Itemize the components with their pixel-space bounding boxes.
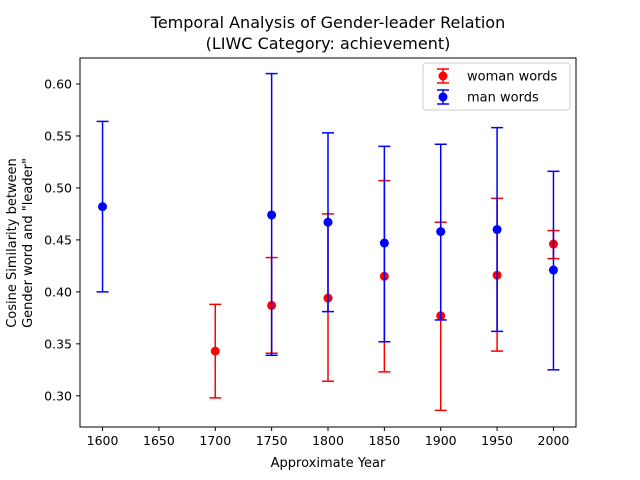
legend: woman words man words <box>422 62 571 111</box>
x-tick-label: 1950 <box>481 433 513 448</box>
chart-title: Temporal Analysis of Gender-leader Relat… <box>150 13 505 32</box>
data-point <box>210 346 220 356</box>
x-tick-label: 1800 <box>312 433 344 448</box>
legend-label: woman words <box>467 70 558 85</box>
legend-marker-dot <box>438 92 448 102</box>
series-man-words <box>96 72 560 371</box>
legend-label: man words <box>467 91 539 106</box>
x-tick-label: 2000 <box>538 433 570 448</box>
data-point <box>323 217 333 227</box>
chart-subtitle: (LIWC Category: achievement) <box>206 34 451 53</box>
data-point <box>98 202 108 212</box>
x-tick-label: 1650 <box>143 433 175 448</box>
data-point <box>267 210 277 220</box>
y-tick-label: 0.35 <box>44 336 72 351</box>
x-tick-label: 1850 <box>368 433 400 448</box>
data-point <box>492 225 502 235</box>
legend-marker-dot <box>438 71 448 81</box>
legend-box <box>422 62 571 111</box>
x-tick-label: 1700 <box>199 433 231 448</box>
y-axis: 0.30 0.35 0.40 0.45 0.50 0.55 0.60 <box>44 76 80 403</box>
x-axis-label: Approximate Year <box>271 456 386 471</box>
y-axis-label-line1: Cosine Similarity between <box>5 158 20 328</box>
y-tick-label: 0.30 <box>44 388 72 403</box>
y-tick-label: 0.40 <box>44 284 72 299</box>
y-tick-label: 0.45 <box>44 232 72 247</box>
x-tick-label: 1600 <box>87 433 119 448</box>
x-tick-label: 1750 <box>256 433 288 448</box>
legend-item: man words <box>437 89 539 106</box>
plot-frame <box>79 57 577 428</box>
y-tick-label: 0.50 <box>44 180 72 195</box>
data-point <box>548 265 558 275</box>
data-point <box>379 238 389 248</box>
data-point <box>436 227 446 237</box>
y-axis-label-line2: Gender word and "leader" <box>21 158 36 328</box>
x-axis: 1600 1650 1700 1750 1800 1850 1900 1950 2000 <box>87 427 570 448</box>
x-tick-label: 1900 <box>425 433 457 448</box>
y-tick-label: 0.60 <box>44 76 72 91</box>
y-tick-label: 0.55 <box>44 128 72 143</box>
legend-item: woman words <box>437 68 558 85</box>
plot-series <box>96 72 560 412</box>
